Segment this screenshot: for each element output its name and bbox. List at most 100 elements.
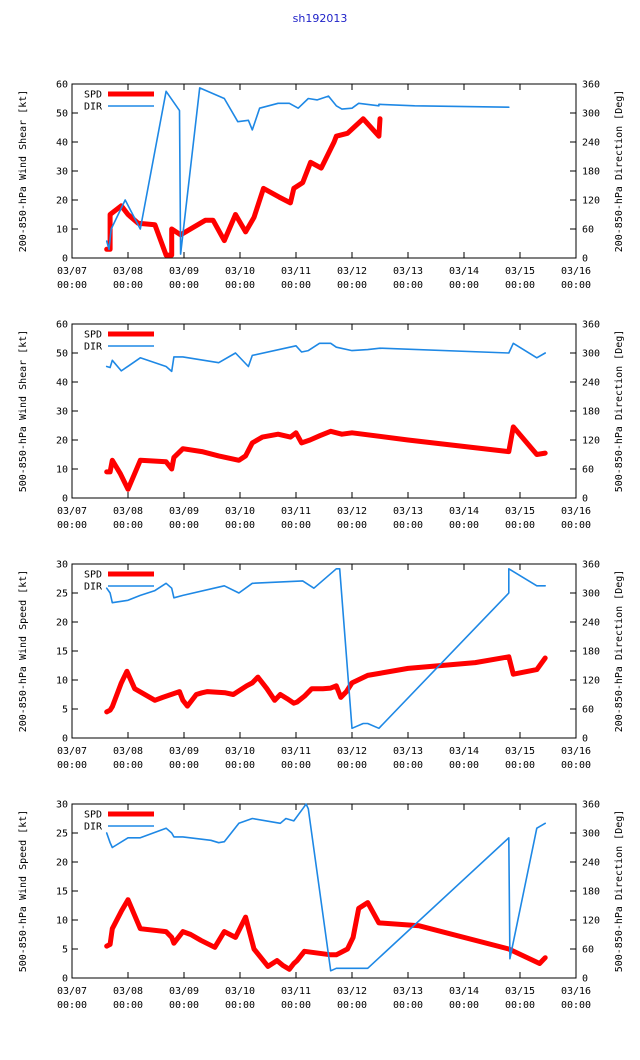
spd-series-line <box>104 654 548 715</box>
x-tick-label-time: 00:00 <box>225 760 255 771</box>
x-tick-label-date: 03/08 <box>113 266 143 277</box>
x-tick-label-date: 03/12 <box>337 986 367 997</box>
y-tick-label: 5 <box>62 945 68 956</box>
x-tick-label-time: 00:00 <box>281 520 311 531</box>
x-tick-label-date: 03/08 <box>113 506 143 517</box>
y2-tick-label: 300 <box>582 829 600 840</box>
x-tick-label-time: 00:00 <box>393 1000 423 1011</box>
dir-series-line <box>105 567 547 730</box>
x-tick-label-date: 03/15 <box>505 746 535 757</box>
x-tick-label-date: 03/15 <box>505 986 535 997</box>
x-tick-label-time: 00:00 <box>169 520 199 531</box>
x-tick-label-date: 03/11 <box>281 746 311 757</box>
x-tick-label-date: 03/14 <box>449 986 479 997</box>
x-tick-label-time: 00:00 <box>505 520 535 531</box>
x-tick-label-date: 03/14 <box>449 506 479 517</box>
x-tick-label-date: 03/10 <box>225 266 255 277</box>
legend-label-dir: DIR <box>84 342 103 353</box>
y-axis-label: 500-850-hPa Wind Speed [kt] <box>18 810 29 973</box>
y-tick-label: 10 <box>56 676 68 687</box>
x-tick-label-time: 00:00 <box>281 280 311 291</box>
y-tick-label: 30 <box>56 560 68 571</box>
y-tick-label: 50 <box>56 349 68 360</box>
x-tick-label-time: 00:00 <box>281 760 311 771</box>
x-tick-label-date: 03/09 <box>169 986 199 997</box>
x-tick-label-date: 03/12 <box>337 746 367 757</box>
x-tick-label-date: 03/07 <box>57 746 87 757</box>
x-tick-label-date: 03/09 <box>169 746 199 757</box>
chart-panel-2: 0 10 20 30 40 50 60 0 60 120 180 240 300 360 03/07 00:0… <box>18 320 625 532</box>
y2-tick-label: 120 <box>582 196 600 207</box>
y2-tick-label: 180 <box>582 647 600 658</box>
x-tick-label-time: 00:00 <box>561 760 591 771</box>
x-tick-label-date: 03/10 <box>225 986 255 997</box>
spd-series-line <box>104 424 548 492</box>
dir-series-line <box>105 342 547 373</box>
y-tick-label: 50 <box>56 109 68 120</box>
y2-tick-label: 360 <box>582 560 600 571</box>
x-tick-label-date: 03/15 <box>505 506 535 517</box>
x-tick-label-date: 03/07 <box>57 266 87 277</box>
y-tick-label: 0 <box>62 494 68 505</box>
y-tick-label: 60 <box>56 320 68 331</box>
y2-tick-label: 180 <box>582 167 600 178</box>
y2-tick-label: 120 <box>582 436 600 447</box>
x-tick-label-time: 00:00 <box>337 280 367 291</box>
dir-series-line <box>105 87 510 255</box>
x-tick-label-time: 00:00 <box>113 520 143 531</box>
y-tick-label: 0 <box>62 254 68 265</box>
chart-panel-3: 05101520253006012018024030036003/0700:00… <box>18 560 625 772</box>
x-tick-label-date: 03/16 <box>561 746 591 757</box>
x-tick-label-time: 00:00 <box>225 280 255 291</box>
y2-axis-label: 500-850-hPa Direction [Deg] <box>614 330 625 493</box>
chart-title: sh192013 <box>292 12 348 25</box>
x-tick-label-time: 00:00 <box>57 280 87 291</box>
chart-panel-4: 05101520253006012018024030036003/0700:00… <box>18 800 625 1012</box>
x-tick-label-date: 03/13 <box>393 986 423 997</box>
y2-tick-label: 0 <box>582 734 588 745</box>
y-tick-label: 20 <box>56 436 68 447</box>
legend-label-spd: SPD <box>84 90 102 101</box>
y2-axis-label: 500-850-hPa Direction [Deg] <box>614 810 625 973</box>
y-tick-label: 15 <box>56 647 68 658</box>
x-tick-label-time: 00:00 <box>449 520 479 531</box>
x-tick-label-date: 03/15 <box>505 266 535 277</box>
y2-tick-label: 0 <box>582 974 588 985</box>
x-tick-label-time: 00:00 <box>169 280 199 291</box>
x-tick-label-date: 03/11 <box>281 986 311 997</box>
x-tick-label-time: 00:00 <box>337 520 367 531</box>
plot-frame <box>71 323 577 499</box>
y2-tick-label: 240 <box>582 138 600 149</box>
x-tick-label-time: 00:00 <box>113 760 143 771</box>
x-tick-label-time: 00:00 <box>393 760 423 771</box>
y2-tick-label: 300 <box>582 109 600 120</box>
y-tick-label: 40 <box>56 138 68 149</box>
x-tick-label-time: 00:00 <box>449 760 479 771</box>
x-tick-label-time: 00:00 <box>561 280 591 291</box>
y2-tick-label: 360 <box>582 800 600 811</box>
spd-series-line <box>104 897 548 972</box>
x-tick-label-time: 00:00 <box>561 1000 591 1011</box>
x-tick-label-date: 03/08 <box>113 746 143 757</box>
y-tick-label: 15 <box>56 887 68 898</box>
x-tick-label-time: 00:00 <box>393 520 423 531</box>
x-tick-label-date: 03/16 <box>561 986 591 997</box>
y-axis-label: 200-850-hPa Wind Speed [kt] <box>18 570 29 733</box>
y-tick-label: 10 <box>56 225 68 236</box>
legend-label-dir: DIR <box>84 822 103 833</box>
x-tick-label-time: 00:00 <box>225 1000 255 1011</box>
x-tick-label-date: 03/14 <box>449 746 479 757</box>
x-tick-label-date: 03/09 <box>169 506 199 517</box>
x-tick-label-time: 00:00 <box>57 520 87 531</box>
x-tick-label-date: 03/10 <box>225 506 255 517</box>
x-tick-label-time: 00:00 <box>561 520 591 531</box>
y2-axis-label: 200-850-hPa Direction [Deg] <box>614 90 625 253</box>
legend-label-spd: SPD <box>84 330 102 341</box>
y-tick-label: 20 <box>56 858 68 869</box>
y-tick-label: 60 <box>56 80 68 91</box>
x-tick-label-time: 00:00 <box>393 280 423 291</box>
y-tick-label: 30 <box>56 407 68 418</box>
x-tick-label-date: 03/14 <box>449 266 479 277</box>
y-tick-label: 20 <box>56 196 68 207</box>
